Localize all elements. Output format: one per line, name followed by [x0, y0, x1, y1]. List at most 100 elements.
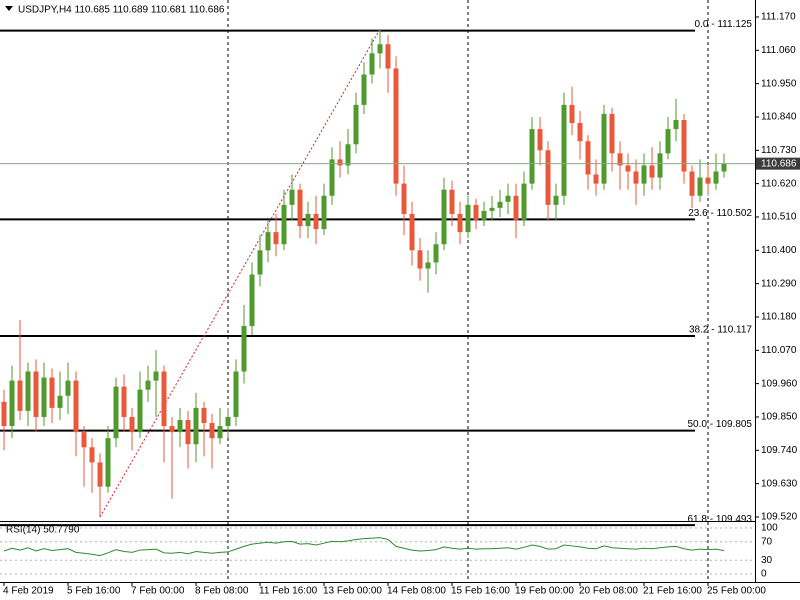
x-tick-label: 21 Feb 16:00: [643, 586, 702, 597]
symbol-menu-icon[interactable]: [5, 6, 13, 11]
y-tick-label: 110.510: [761, 212, 797, 223]
candle-body: [689, 171, 695, 196]
candle-body: [721, 163, 727, 172]
candle-body: [201, 407, 207, 424]
rsi-tick-label: 0: [761, 569, 767, 580]
candle-body: [217, 426, 223, 439]
candle-body: [17, 380, 23, 411]
chart-title: USDJPY,H4 110.685 110.689 110.681 110.68…: [18, 5, 225, 16]
candle-body: [505, 195, 511, 202]
candle-body: [65, 380, 71, 396]
candle-body: [529, 129, 535, 184]
candle-body: [593, 174, 599, 184]
candle-body: [33, 371, 39, 417]
candle-body: [425, 262, 431, 269]
x-tick-label: 11 Feb 16:00: [259, 586, 318, 597]
candle-body: [105, 438, 111, 487]
candle-body: [353, 104, 359, 145]
candle-body: [57, 395, 63, 408]
fib-label: 50.0 - 109.805: [688, 419, 753, 430]
candle-body: [577, 123, 583, 142]
candle-body: [169, 426, 175, 433]
candle-body: [329, 159, 335, 196]
y-tick-label: 110.400: [761, 245, 797, 256]
y-tick-label: 111.170: [761, 12, 796, 23]
candle-body: [385, 44, 391, 69]
candle-body: [553, 195, 559, 205]
candle-body: [97, 462, 103, 487]
y-tick-label: 109.740: [761, 445, 798, 456]
candle-body: [177, 420, 183, 433]
candle-body: [377, 44, 383, 54]
candle-body: [281, 204, 287, 245]
candle-body: [393, 68, 399, 184]
fib-trendline: [99, 28, 381, 518]
candle-body: [185, 420, 191, 445]
candle-body: [561, 104, 567, 196]
candle-body: [441, 189, 447, 245]
candle-body: [409, 213, 415, 251]
x-tick-label: 7 Feb 00:00: [131, 586, 185, 597]
y-tick-label: 109.850: [761, 412, 798, 423]
candle-body: [145, 380, 151, 390]
x-tick-label: 15 Feb 16:00: [451, 586, 510, 597]
candle-body: [713, 171, 719, 184]
candle-body: [41, 377, 47, 417]
fib-label: 0.0 - 111.125: [695, 19, 753, 30]
y-tick-label: 109.960: [761, 378, 798, 389]
last-price-box: [756, 157, 800, 170]
y-tick-label: 110.730: [761, 145, 797, 156]
candle-body: [313, 213, 319, 230]
x-tick-label: 13 Feb 00:00: [323, 586, 382, 597]
candle-body: [73, 380, 79, 433]
candle-body: [705, 177, 711, 184]
candle-body: [537, 129, 543, 151]
candle-body: [81, 432, 87, 448]
x-tick-label: 4 Feb 2019: [3, 586, 54, 597]
candle-body: [305, 213, 311, 227]
candle-body: [585, 141, 591, 175]
y-tick-label: 110.840: [761, 112, 797, 123]
candle-body: [625, 165, 631, 172]
candle-body: [297, 189, 303, 227]
candle-body: [417, 250, 423, 269]
candle-body: [465, 204, 471, 233]
candle-body: [673, 120, 679, 130]
candle-body: [361, 74, 367, 105]
candle-body: [233, 371, 239, 417]
candle-body: [633, 171, 639, 184]
candle-body: [449, 189, 455, 214]
x-tick-label: 5 Feb 16:00: [67, 586, 121, 597]
x-tick-label: 14 Feb 08:00: [387, 586, 446, 597]
candle-body: [569, 104, 575, 124]
candle-body: [121, 386, 127, 417]
candle-body: [321, 195, 327, 230]
y-tick-label: 110.950: [761, 78, 797, 89]
candle-body: [457, 213, 463, 233]
x-tick-label: 8 Feb 08:00: [195, 586, 249, 597]
x-tick-label: 20 Feb 08:00: [579, 586, 638, 597]
candle-body: [401, 183, 407, 214]
candle-body: [489, 207, 495, 211]
candle-body: [273, 232, 279, 245]
candle-body: [265, 232, 271, 251]
candle-body: [25, 371, 31, 411]
rsi-tick-label: 30: [761, 555, 773, 566]
candle-body: [521, 183, 527, 220]
candle-body: [193, 407, 199, 445]
candle-body: [89, 447, 95, 463]
candle-body: [9, 380, 15, 427]
candle-body: [113, 386, 119, 439]
candle-body: [1, 401, 7, 427]
rsi-tick-label: 100: [761, 523, 778, 534]
candle-body: [433, 244, 439, 263]
y-tick-label: 110.620: [761, 178, 797, 189]
x-tick-label: 25 Feb 00:00: [707, 586, 766, 597]
fib-label: 61.8 - 109.493: [688, 514, 753, 525]
candle-body: [129, 416, 135, 433]
y-tick-label: 109.630: [761, 478, 798, 489]
candle-body: [257, 250, 263, 275]
rsi-line: [3, 537, 725, 557]
fib-label: 38.2 - 110.117: [689, 325, 752, 336]
